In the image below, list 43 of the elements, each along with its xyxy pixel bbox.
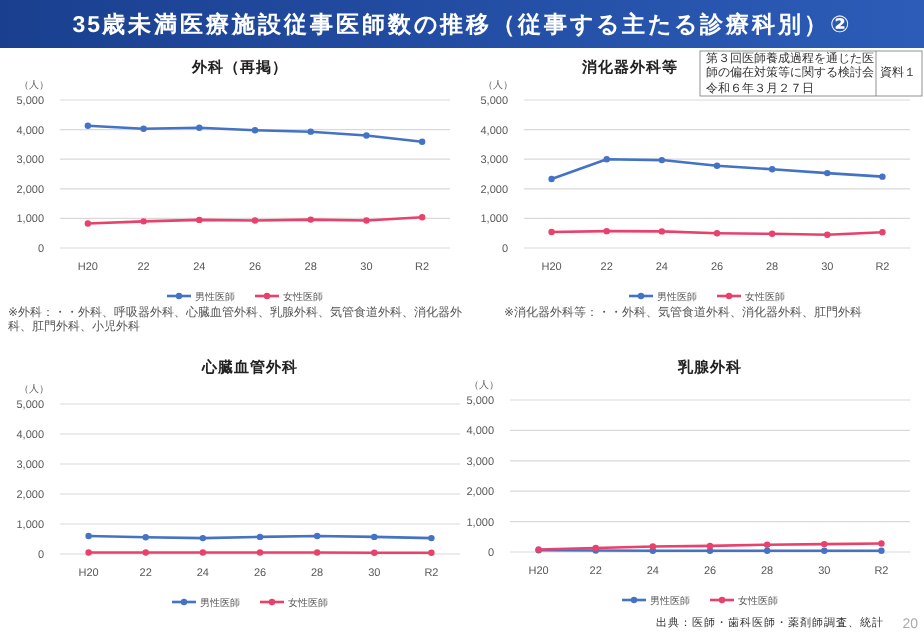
point	[85, 549, 92, 556]
point	[879, 173, 886, 180]
point	[363, 217, 370, 224]
point	[140, 125, 147, 132]
point	[824, 169, 831, 177]
point	[256, 549, 264, 556]
point	[603, 227, 610, 235]
point	[251, 126, 259, 134]
point	[84, 220, 92, 227]
point	[713, 162, 721, 169]
point	[199, 534, 207, 542]
point	[84, 122, 92, 129]
point	[418, 138, 426, 145]
point	[307, 216, 314, 223]
point	[768, 166, 776, 173]
text: 35歳未満医療施設従事医師数の推移（従事する主たる診療科別）②	[72, 10, 852, 38]
point	[85, 532, 92, 540]
point	[371, 533, 378, 541]
point	[313, 549, 321, 556]
point	[428, 534, 435, 542]
point	[418, 214, 426, 221]
point	[548, 228, 555, 236]
point	[713, 230, 721, 237]
point	[196, 124, 203, 132]
point	[196, 216, 203, 224]
point	[428, 549, 435, 556]
point	[879, 229, 886, 236]
point	[371, 549, 378, 556]
point	[256, 533, 264, 541]
point	[658, 156, 666, 164]
point	[658, 228, 666, 235]
point	[142, 549, 149, 556]
point	[142, 534, 149, 541]
point	[768, 230, 776, 237]
point	[307, 128, 314, 135]
point	[548, 175, 555, 183]
point	[363, 132, 370, 139]
point	[140, 218, 147, 225]
point	[251, 217, 259, 224]
point	[824, 231, 831, 238]
point	[603, 156, 610, 163]
point	[199, 549, 207, 556]
point	[313, 532, 321, 540]
